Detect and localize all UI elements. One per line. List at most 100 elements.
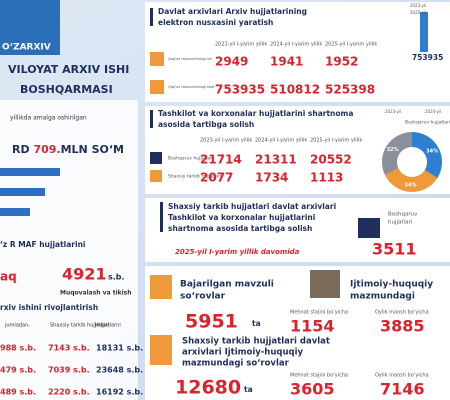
panel-title: elektron nusxasini yaratish: [158, 18, 273, 27]
table-header: Hujjatlarni: [95, 323, 121, 329]
value: 5951: [185, 311, 238, 333]
legend-entry: 2023-yil: [410, 3, 426, 8]
budget-prefix: RD: [12, 143, 30, 156]
budget-unit: MLN SO‘M: [61, 143, 124, 156]
heading: mazmundagi so‘rovlar: [182, 359, 290, 369]
accent: [150, 110, 153, 128]
icon: [150, 335, 172, 365]
column-label: Oylik maosh bo‘yicha: [375, 310, 429, 316]
icon: [310, 270, 340, 298]
slice-label: 34%: [405, 182, 417, 188]
heading: Bajarilgan mavzuli: [180, 280, 274, 290]
legend-entry: 2025-yil: [410, 10, 426, 15]
title: VILOYAT ARXIV ISHI: [8, 63, 129, 76]
panel-title: Davlat arxivlari Arxiv hujjatlarining: [158, 7, 307, 16]
value: 12680: [175, 377, 241, 399]
heading: Ijtimoiy-huquqiy: [350, 280, 433, 290]
value: 4921: [62, 265, 107, 284]
decor-bar: [0, 188, 45, 196]
decor-bar: [0, 208, 30, 216]
accent: [150, 8, 153, 26]
logo-box: [0, 0, 60, 55]
column-header: 2023-yil I-yarim yillik: [215, 42, 267, 48]
table-header: Shaxsiy tarkib hujjatlari: [50, 323, 109, 329]
donut-slice: [412, 132, 443, 179]
slice-label: 32%: [387, 147, 399, 153]
column-label: Oylik maosh bo‘yicha: [375, 373, 429, 379]
value: 20552: [310, 153, 352, 167]
legend-entry: 2023-yil: [385, 109, 401, 114]
value: 1154: [290, 317, 335, 336]
value: 1734: [255, 171, 288, 185]
value: 3511: [372, 240, 417, 259]
value: 753935: [412, 53, 443, 62]
value: 1952: [325, 55, 358, 69]
icon: [150, 275, 172, 299]
column-header: 2024-yil I-yarim yillik: [255, 138, 307, 144]
heading: ‘z R MAF hujjatlarini: [0, 240, 86, 249]
value: 21714: [200, 153, 242, 167]
panel: [145, 2, 450, 102]
icon: [358, 218, 380, 238]
caption: yillikda amalga oshirilgan: [10, 115, 87, 122]
unit: ta: [244, 385, 253, 394]
column-label: Mehnat stajini bo‘yicha: [290, 310, 348, 316]
icon: [150, 80, 164, 94]
value: 753935: [215, 83, 265, 97]
table-cell: 7039 s.b.: [48, 366, 90, 375]
icon: [150, 170, 162, 182]
table-cell: 489 s.b.: [0, 388, 36, 397]
donut-caption: Boshqaruv hujjatlari: [405, 120, 450, 126]
unit: ta: [252, 319, 261, 328]
table-cell: 2220 s.b.: [48, 388, 90, 397]
panel: [145, 266, 450, 400]
heading: rxiv ishini rivojlantirish: [0, 303, 98, 312]
value: 1113: [310, 171, 343, 185]
heading: mazmundagi: [350, 292, 415, 302]
decor-bar: [0, 168, 60, 176]
caption: Muqovalash va tikish: [60, 290, 132, 297]
column-header: 2024-yil I-yarim yillik: [270, 42, 322, 48]
icon: [150, 152, 162, 164]
table-cell: 988 s.b.: [0, 344, 36, 353]
panel-title: Tashkilot va korxonalar hujjatlarini: [168, 213, 315, 222]
label: Boshqaruv: [388, 212, 418, 218]
value: 3605: [290, 380, 335, 399]
value: 3885: [380, 317, 425, 336]
donut-slice: [384, 168, 438, 192]
row-label: Shaxsiy tarkib hujjatlari: [168, 174, 221, 180]
budget-value: 709.: [33, 143, 60, 156]
table-cell: 479 s.b.: [0, 366, 36, 375]
table-cell: 23648 s.b.: [96, 366, 143, 375]
panel-title: asosida tartibga solish: [158, 120, 254, 129]
heading: Shaxsiy tarkib hujjatlari davlat: [182, 337, 330, 347]
unit: s.b.: [108, 273, 125, 282]
budget: RD 709.MLN SO‘M: [12, 143, 124, 156]
column-header: 2025-yil I-yarim yillik: [310, 138, 362, 144]
label: hujjatlari: [388, 220, 413, 226]
value: aq: [0, 270, 17, 284]
left-panel: [0, 100, 138, 400]
panel-title: shartnoma asosida tartibga solish: [168, 224, 312, 233]
row-label: Boshqaruv hujjatlari: [168, 156, 213, 162]
panel-title: Shaxsiy tarkib hujjatlari davlat arxivla…: [168, 202, 336, 211]
value: 21311: [255, 153, 297, 167]
panel-title: Tashkilot va korxonalar hujjatlarini sha…: [158, 109, 353, 118]
value: 2077: [200, 171, 233, 185]
legend-entry: 2024-yil: [425, 109, 441, 114]
table-header: jumladan,: [4, 323, 30, 329]
heading: arxivlari Ijtimoiy-huquqiy: [182, 348, 304, 358]
slice-label: 34%: [426, 148, 438, 154]
icon: [150, 52, 164, 66]
table-cell: 16192 s.b.: [96, 388, 143, 397]
mini-bar: [420, 12, 428, 52]
subtitle: 2025-yil I-yarim yillik davomida: [175, 248, 300, 256]
accent: [160, 202, 163, 232]
value: 525398: [325, 83, 375, 97]
donut-slice: [382, 132, 412, 175]
table-cell: 18131 s.b.: [96, 344, 143, 353]
table-cell: 7143 s.b.: [48, 344, 90, 353]
value: 2949: [215, 55, 248, 69]
column-header: 2023-yil I-yarim yillik: [200, 138, 252, 144]
